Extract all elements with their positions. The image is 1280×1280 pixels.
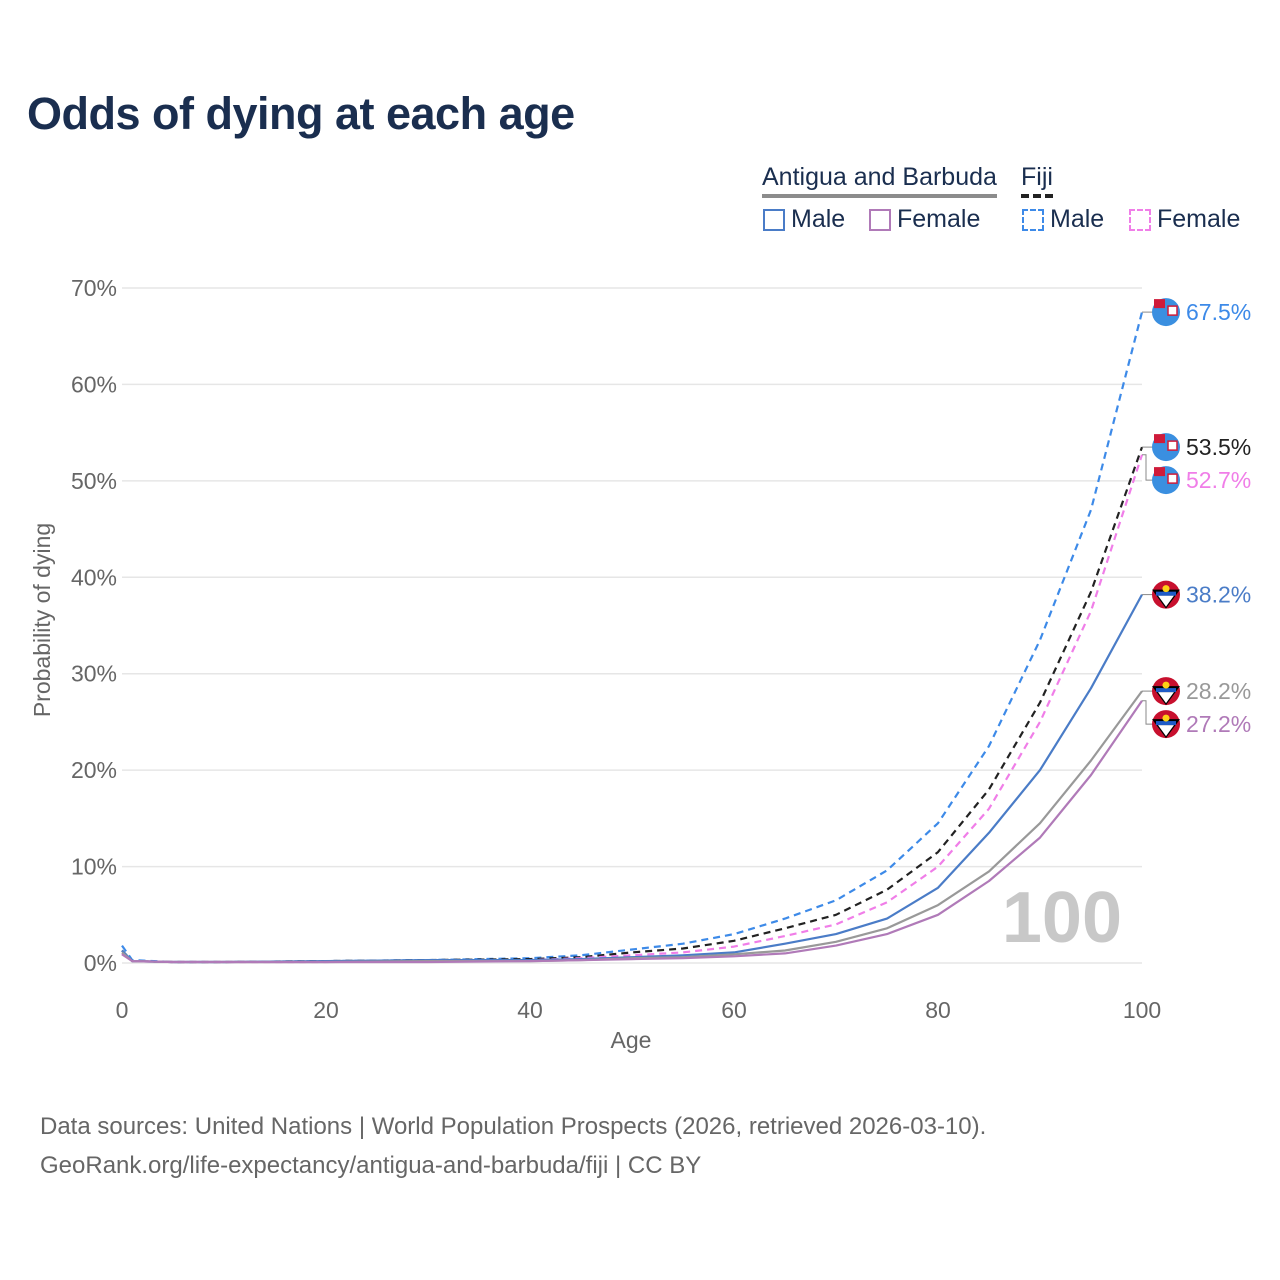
series-lines xyxy=(121,311,1144,964)
end-label-connector xyxy=(1142,700,1154,725)
end-label-connector xyxy=(1142,454,1154,481)
y-tick-label: 20% xyxy=(71,757,117,783)
y-tick-label: 50% xyxy=(71,468,117,494)
x-axis-label: Age xyxy=(611,1027,652,1053)
legend-swatch-antigua-male xyxy=(763,208,785,231)
end-label-value: 67.5% xyxy=(1186,299,1251,325)
legend-swatch-fiji-male xyxy=(1022,208,1044,231)
fiji-flag-icon xyxy=(1152,298,1180,327)
fiji-flag-icon xyxy=(1152,466,1180,495)
legend-label-antigua-male: Male xyxy=(791,205,846,233)
x-tick-label: 40 xyxy=(517,997,543,1023)
legend-item-fiji-male[interactable]: Male xyxy=(1022,205,1104,234)
x-tick-label: 60 xyxy=(721,997,747,1023)
antigua-flag-icon xyxy=(1152,677,1180,706)
legend: Antigua and Barbuda Fiji Male Female Mal… xyxy=(0,0,1280,260)
age-watermark: 100 xyxy=(1002,878,1122,958)
y-tick-label: 70% xyxy=(71,275,117,301)
legend-swatch-fiji-female xyxy=(1129,208,1151,231)
y-tick-label: 60% xyxy=(71,371,117,397)
legend-label-fiji-male: Male xyxy=(1050,205,1105,233)
y-tick-label: 10% xyxy=(71,854,117,880)
legend-label-antigua-female: Female xyxy=(897,205,981,233)
page-title: Odds of dying at each age xyxy=(27,88,575,139)
series-line-antigua-and-barbuda-male xyxy=(121,594,1143,964)
legend-label-fiji-female: Female xyxy=(1157,205,1241,233)
y-tick-label: 0% xyxy=(84,950,117,976)
antigua-flag-icon xyxy=(1152,580,1180,609)
legend-item-fiji-female[interactable]: Female xyxy=(1129,205,1240,234)
source-note: Data sources: United Nations | World Pop… xyxy=(40,1107,986,1185)
y-axis-label: Probability of dying xyxy=(29,523,55,717)
x-tick-label: 20 xyxy=(313,997,339,1023)
legend-swatch-antigua-female xyxy=(869,208,891,231)
x-tick-label: 80 xyxy=(925,997,951,1023)
end-label-value: 38.2% xyxy=(1186,582,1251,608)
series-line-fiji-male xyxy=(121,311,1144,964)
y-tick-labels: 0% 10% 20% 30% 40% 50% 60% 70% xyxy=(71,275,117,976)
antigua-flag-icon xyxy=(1152,710,1180,739)
x-tick-label: 0 xyxy=(116,997,129,1023)
legend-country-fiji-line xyxy=(1021,194,1053,198)
y-tick-label: 40% xyxy=(71,564,117,590)
source-line-1: Data sources: United Nations | World Pop… xyxy=(40,1113,987,1140)
end-labels: 67.5% 53.5% 52.7% 38.2% 28.2% 27.2% xyxy=(1142,298,1251,739)
series-line-antigua-and-barbuda-female xyxy=(121,700,1143,964)
series-line-fiji-both xyxy=(121,446,1144,964)
legend-country-antigua-label: Antigua and Barbuda xyxy=(762,163,997,191)
legend-item-antigua-female[interactable]: Female xyxy=(869,205,980,234)
series-line-fiji-female xyxy=(121,454,1144,964)
end-label-value: 27.2% xyxy=(1186,711,1251,737)
y-tick-label: 30% xyxy=(71,661,117,687)
line-chart: 0% 10% 20% 30% 40% 50% 60% 70% 0 20 40 60 80 100 100… xyxy=(29,275,1251,1053)
end-label-value: 53.5% xyxy=(1186,434,1251,460)
gridlines xyxy=(122,287,1142,964)
source-link[interactable]: GeoRank.org/life-expectancy/antigua-and-… xyxy=(40,1152,702,1179)
end-label-value: 28.2% xyxy=(1186,678,1251,704)
series-line-antigua-and-barbuda-both xyxy=(121,690,1143,964)
x-tick-labels: 0 20 40 60 80 100 xyxy=(116,997,1162,1023)
legend-item-antigua-male[interactable]: Male xyxy=(763,205,845,234)
fiji-flag-icon xyxy=(1152,433,1180,462)
x-tick-label: 100 xyxy=(1123,997,1161,1023)
legend-country-antigua-line xyxy=(762,194,997,198)
legend-country-fiji-label: Fiji xyxy=(1021,163,1053,191)
end-label-value: 52.7% xyxy=(1186,467,1251,493)
legend-country-fiji[interactable]: Fiji xyxy=(1021,163,1053,198)
legend-country-antigua[interactable]: Antigua and Barbuda xyxy=(762,163,997,198)
